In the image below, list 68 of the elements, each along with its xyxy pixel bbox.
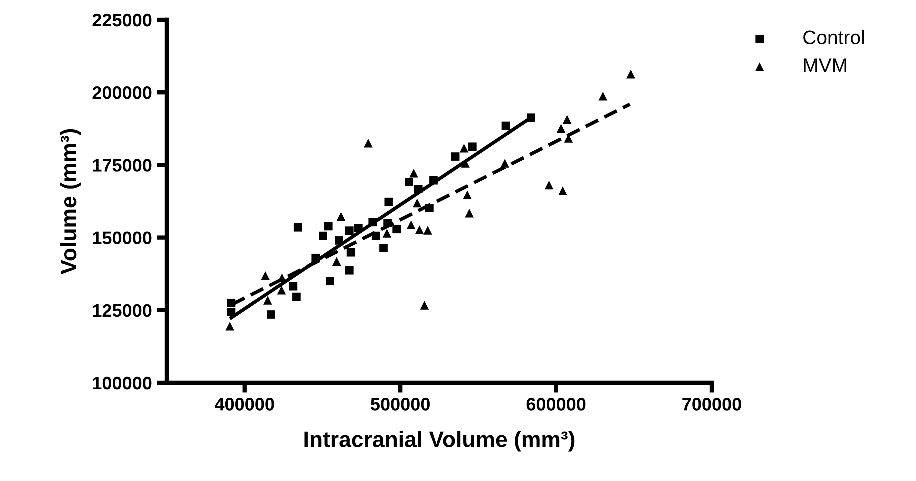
point xyxy=(267,310,276,319)
point xyxy=(426,204,434,212)
point xyxy=(430,176,438,185)
point xyxy=(319,232,328,240)
point xyxy=(556,124,566,133)
point xyxy=(414,185,423,194)
y-tick-label: 175000 xyxy=(93,159,152,172)
point xyxy=(626,70,636,79)
x-axis-title: Intracranial Volume (mm³) xyxy=(304,431,575,452)
point xyxy=(345,226,354,235)
point xyxy=(406,220,416,230)
point xyxy=(345,266,354,275)
point xyxy=(598,92,608,101)
point xyxy=(227,308,236,316)
point xyxy=(326,277,334,286)
point xyxy=(289,282,298,291)
point xyxy=(292,292,301,302)
point xyxy=(335,236,344,245)
point xyxy=(264,296,272,305)
point xyxy=(261,271,270,280)
y-axis-title: Volume (mm³) xyxy=(60,129,82,275)
point xyxy=(226,322,234,331)
point xyxy=(332,257,342,266)
point xyxy=(346,248,356,257)
point xyxy=(354,224,363,232)
y-tick-label: 225000 xyxy=(92,14,152,27)
point xyxy=(463,190,472,200)
point xyxy=(227,298,236,308)
point xyxy=(500,159,510,168)
x-tick-label: 600000 xyxy=(526,398,586,411)
y-tick-label: 100000 xyxy=(93,376,152,390)
point xyxy=(415,226,424,234)
point xyxy=(420,301,430,310)
x-tick-label: 700000 xyxy=(682,398,742,411)
point xyxy=(461,159,470,168)
point xyxy=(424,226,432,235)
point xyxy=(451,152,460,161)
point xyxy=(562,115,572,124)
legend-label: MVM xyxy=(804,58,846,72)
legend-label: Control xyxy=(804,30,864,45)
y-tick-label: 200000 xyxy=(92,86,152,100)
point xyxy=(384,219,392,228)
point xyxy=(368,218,378,227)
x-tick-label: 500000 xyxy=(371,398,430,411)
point xyxy=(294,223,302,232)
y-tick-label: 125000 xyxy=(93,304,152,318)
point xyxy=(364,139,373,148)
point xyxy=(410,168,418,178)
point xyxy=(324,222,333,231)
point xyxy=(412,198,422,208)
point xyxy=(460,144,469,153)
point xyxy=(392,225,401,234)
point xyxy=(380,244,388,252)
point xyxy=(277,286,286,295)
point xyxy=(405,178,414,186)
y-tick-label: 150000 xyxy=(93,232,152,245)
point xyxy=(527,114,536,122)
point xyxy=(372,232,380,240)
point xyxy=(558,186,568,196)
point xyxy=(384,198,394,206)
point xyxy=(502,122,510,130)
point xyxy=(382,229,392,238)
point xyxy=(465,209,474,218)
point xyxy=(312,254,320,262)
x-tick-label: 400000 xyxy=(215,398,274,411)
point xyxy=(544,180,554,190)
point xyxy=(468,142,477,152)
point xyxy=(336,212,346,221)
